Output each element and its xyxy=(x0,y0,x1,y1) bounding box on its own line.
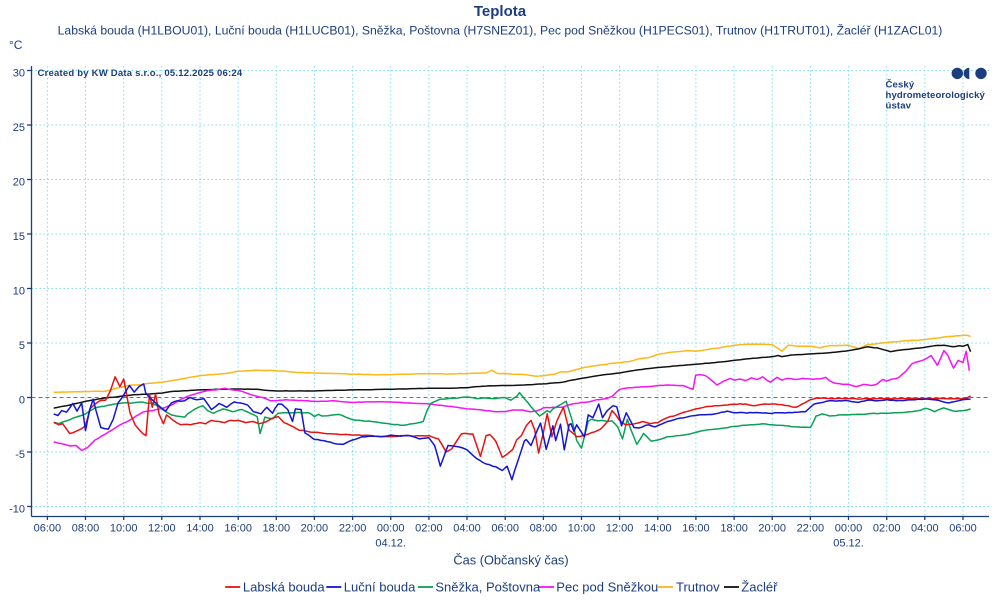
svg-text:-5: -5 xyxy=(15,449,25,461)
svg-text:ústav: ústav xyxy=(886,101,912,112)
svg-text:12:00: 12:00 xyxy=(148,523,176,535)
svg-text:14:00: 14:00 xyxy=(186,523,214,535)
svg-text:18:00: 18:00 xyxy=(720,523,748,535)
svg-text:16:00: 16:00 xyxy=(224,523,252,535)
svg-text:10: 10 xyxy=(13,285,25,297)
svg-text:04:00: 04:00 xyxy=(911,523,939,535)
svg-text:04:00: 04:00 xyxy=(453,523,481,535)
svg-text:Sněžka, Poštovna: Sněžka, Poštovna xyxy=(435,580,541,595)
svg-text:15: 15 xyxy=(13,231,25,243)
svg-text:5: 5 xyxy=(19,340,25,352)
svg-text:Pec pod Sněžkou: Pec pod Sněžkou xyxy=(556,580,658,595)
svg-text:hydrometeorologický: hydrometeorologický xyxy=(886,90,986,101)
svg-text:22:00: 22:00 xyxy=(339,523,367,535)
svg-text:Trutnov: Trutnov xyxy=(676,580,720,595)
svg-text:Teplota: Teplota xyxy=(474,3,527,20)
svg-text:10:00: 10:00 xyxy=(110,523,138,535)
svg-text:02:00: 02:00 xyxy=(873,523,901,535)
svg-text:14:00: 14:00 xyxy=(644,523,672,535)
svg-text:06:00: 06:00 xyxy=(949,523,977,535)
svg-text:10:00: 10:00 xyxy=(568,523,596,535)
svg-text:12:00: 12:00 xyxy=(606,523,634,535)
svg-text:25: 25 xyxy=(13,122,25,134)
svg-text:°C: °C xyxy=(9,38,23,52)
svg-text:00:00: 00:00 xyxy=(377,523,405,535)
svg-text:Čas (Občanský čas): Čas (Občanský čas) xyxy=(453,553,568,568)
svg-text:Český: Český xyxy=(886,79,915,91)
svg-text:16:00: 16:00 xyxy=(682,523,710,535)
svg-text:05.12.: 05.12. xyxy=(833,538,864,550)
svg-text:Labská bouda: Labská bouda xyxy=(243,580,325,595)
svg-text:Žacléř: Žacléř xyxy=(741,580,778,595)
svg-text:18:00: 18:00 xyxy=(263,523,291,535)
svg-text:02:00: 02:00 xyxy=(415,523,443,535)
svg-text:20:00: 20:00 xyxy=(301,523,329,535)
svg-text:Luční bouda: Luční bouda xyxy=(344,580,416,595)
svg-text:20:00: 20:00 xyxy=(758,523,786,535)
svg-text:08:00: 08:00 xyxy=(530,523,558,535)
svg-text:06:00: 06:00 xyxy=(491,523,519,535)
svg-text:20: 20 xyxy=(13,176,25,188)
svg-text:Labská bouda (H1LBOU01), Luční: Labská bouda (H1LBOU01), Luční bouda (H1… xyxy=(58,23,943,38)
svg-text:Created by KW Data s.r.o., 05.: Created by KW Data s.r.o., 05.12.2025 06… xyxy=(38,68,243,79)
svg-text:04.12.: 04.12. xyxy=(375,538,406,550)
svg-text:08:00: 08:00 xyxy=(72,523,100,535)
svg-text:22:00: 22:00 xyxy=(797,523,825,535)
svg-text:-10: -10 xyxy=(9,503,25,515)
svg-text:30: 30 xyxy=(13,67,25,79)
svg-text:00:00: 00:00 xyxy=(835,523,863,535)
svg-text:06:00: 06:00 xyxy=(34,523,62,535)
svg-text:0: 0 xyxy=(19,394,25,406)
